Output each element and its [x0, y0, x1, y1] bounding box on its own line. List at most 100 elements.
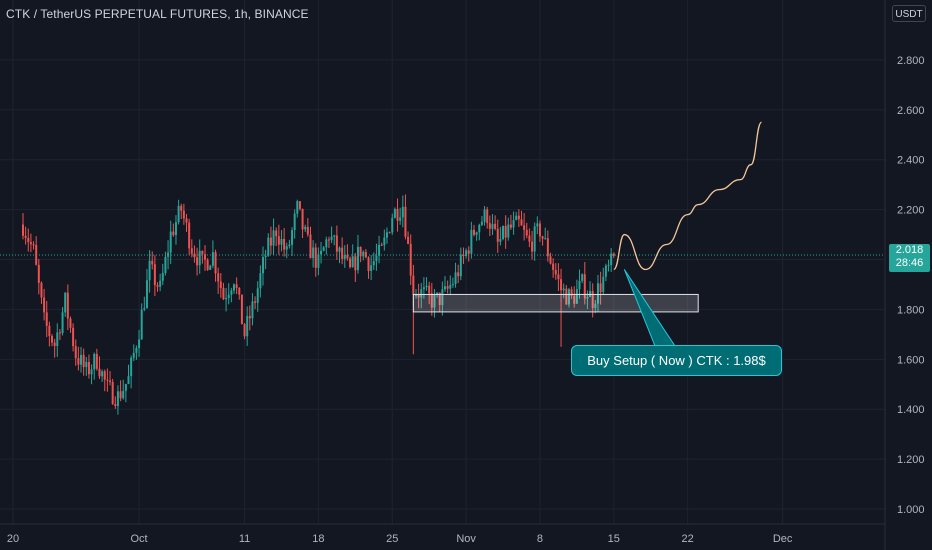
candle-body — [106, 379, 109, 381]
candle-body — [612, 253, 615, 256]
candle-body — [180, 205, 183, 211]
candle-body — [554, 269, 557, 275]
candle-body — [407, 236, 410, 244]
candle-body — [69, 318, 72, 328]
candle-body — [465, 250, 468, 257]
candle-body — [454, 272, 457, 284]
candle-body — [364, 251, 367, 258]
candle-body — [335, 235, 338, 252]
candle-body — [22, 224, 24, 236]
candle-body — [343, 255, 346, 259]
candle-body — [354, 256, 357, 271]
candle-body — [277, 236, 280, 245]
candle-body — [486, 209, 489, 224]
candle-body — [298, 201, 301, 209]
candle-body — [462, 254, 465, 257]
candle-body — [111, 381, 114, 404]
candle-body — [164, 256, 167, 273]
candle-body — [504, 225, 507, 238]
candle-body — [185, 218, 188, 223]
candle-body — [29, 242, 32, 245]
candle-body — [567, 289, 570, 305]
price-tick-label: 2.800 — [897, 55, 925, 67]
candle-body — [467, 250, 470, 254]
last-price-tag: 2.018 28:46 — [889, 244, 930, 272]
candle-body — [330, 236, 333, 241]
candle-body — [594, 303, 597, 309]
bar-countdown: 28:46 — [895, 257, 924, 269]
price-axis: 1.0001.2001.4001.6001.8002.0002.2002.400… — [897, 55, 925, 516]
candle-body — [583, 274, 586, 299]
candle-body — [103, 371, 106, 380]
candle-body — [301, 208, 304, 230]
candle-body — [27, 237, 30, 243]
candle-body — [304, 226, 307, 230]
buy-setup-callout[interactable]: Buy Setup ( Now ) CTK : 1.98$ — [571, 345, 782, 376]
candle-body — [578, 280, 581, 290]
candle-body — [528, 235, 531, 242]
candle-body — [124, 383, 127, 391]
candle-body — [280, 239, 283, 245]
candle-body — [74, 346, 77, 359]
candle-body — [43, 297, 46, 313]
candle-body — [135, 348, 138, 353]
candle-body — [256, 288, 259, 303]
candle-body — [288, 244, 291, 247]
candle-body — [604, 265, 607, 277]
time-axis: 20 Oct 11 18 25 Nov 8 15 22 Dec — [7, 533, 793, 545]
projection-path — [613, 121, 763, 271]
candle-body — [507, 224, 510, 238]
candle-body — [473, 229, 476, 235]
candle-body — [214, 252, 217, 274]
candle-body — [438, 292, 441, 306]
candle-body — [314, 247, 317, 268]
candle-body — [312, 247, 315, 259]
candle-body — [385, 232, 388, 238]
candle-body — [32, 244, 35, 246]
time-tick-label: 18 — [312, 533, 324, 545]
candle-body — [87, 361, 90, 375]
demand-zone — [412, 293, 699, 313]
candle-body — [367, 257, 370, 271]
candle-body — [317, 254, 320, 268]
candle-body — [211, 252, 214, 266]
price-tick-label: 2.600 — [897, 105, 925, 117]
candle-body — [475, 232, 478, 235]
candle-body — [457, 272, 460, 277]
candle-body — [414, 294, 417, 296]
candle-body — [238, 288, 241, 295]
candle-body — [533, 226, 536, 252]
candle-body — [233, 284, 235, 291]
candle-body — [95, 353, 98, 369]
candle-body — [383, 237, 386, 246]
candle-body — [203, 254, 206, 260]
candle-body — [417, 294, 420, 298]
candle-body — [153, 264, 156, 286]
candle-body — [309, 234, 312, 259]
candle-body — [240, 294, 243, 325]
candle-body — [325, 239, 328, 248]
candle-body — [206, 259, 209, 270]
candle-body — [64, 292, 67, 313]
price-tick-label: 2.400 — [897, 155, 925, 167]
currency-label[interactable]: USDT — [892, 5, 926, 22]
candle-body — [494, 223, 497, 229]
candle-body — [338, 247, 341, 252]
candle-body — [293, 213, 296, 231]
price-tick-label: 1.600 — [897, 354, 925, 366]
candle-body — [499, 238, 502, 242]
candle-body — [570, 289, 573, 296]
candle-body — [230, 290, 233, 295]
candle-body — [488, 223, 491, 229]
chart-title: CTK / TetherUS PERPETUAL FUTURES, 1h, BI… — [6, 7, 309, 21]
candle-body — [138, 339, 141, 349]
candle-body — [169, 231, 172, 253]
candle-body — [122, 390, 125, 399]
candle-body — [538, 223, 541, 237]
candle-body — [425, 285, 428, 288]
time-tick-label: 8 — [537, 533, 543, 545]
candle-body — [246, 316, 249, 337]
candle-body — [58, 332, 61, 334]
candle-body — [483, 209, 486, 222]
